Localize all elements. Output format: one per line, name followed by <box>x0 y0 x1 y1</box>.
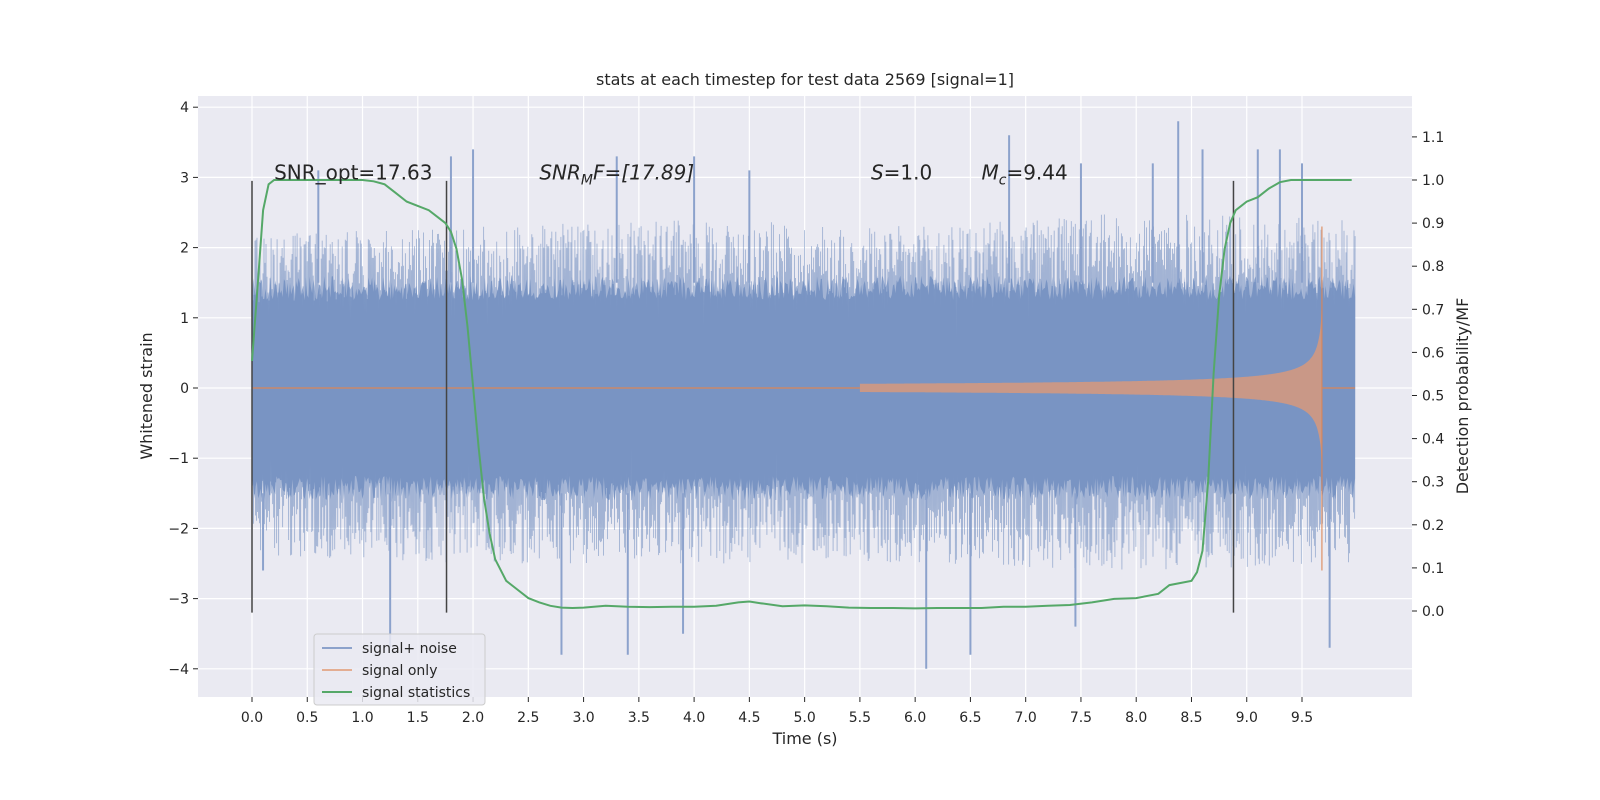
x-tick-label: 1.0 <box>351 710 373 726</box>
x-tick-label: 9.0 <box>1236 710 1258 726</box>
y-tick-label: 0 <box>180 381 189 397</box>
y2-tick-label: 1.0 <box>1422 173 1444 189</box>
x-tick-label: 5.0 <box>793 710 815 726</box>
y2-axis-label: Detection probability/MF <box>1453 298 1472 495</box>
legend-label: signal statistics <box>362 685 470 701</box>
series-signal-statistics <box>251 179 1352 610</box>
ticks: 0.0 0.5 1.0 1.5 2.0 2.5 3.0 3.5 4.0 4.5 5.0 5.5 6.0 6… <box>168 100 1444 726</box>
y2-tick-label: 0.4 <box>1422 432 1444 448</box>
x-axis-label: Time (s) <box>771 729 837 748</box>
y2-tick-label: 0.8 <box>1422 259 1444 275</box>
annotation-mc-value: Mc=9.44 <box>981 160 1067 188</box>
x-tick-label: 2.5 <box>517 710 539 726</box>
annotation-value: =9.44 <box>1006 160 1067 184</box>
legend: signal+ noise signal only signal statistic… <box>313 633 486 706</box>
x-tick-label: 5.5 <box>849 710 871 726</box>
y2-tick-label: 0.7 <box>1422 302 1444 318</box>
x-tick-label: 4.5 <box>738 710 760 726</box>
y-tick-label: −1 <box>168 451 189 467</box>
annotation-s-value: S=1.0 <box>871 160 932 184</box>
x-tick-label: 3.0 <box>572 710 594 726</box>
y-tick-label: 1 <box>180 311 189 327</box>
x-tick-label: 8.0 <box>1125 710 1147 726</box>
annotation-main: SNR <box>539 160 581 184</box>
y-tick-label: −3 <box>168 592 189 608</box>
x-tick-label: 9.5 <box>1291 710 1313 726</box>
y2-tick-label: 0.5 <box>1422 389 1444 405</box>
x-tick-label: 2.0 <box>462 710 484 726</box>
axes-labels: stats at each timestep for test data 256… <box>137 70 1472 748</box>
signal-only-envelope <box>859 308 1322 464</box>
y2-tick-label: 1.1 <box>1422 130 1444 146</box>
plot-area <box>251 121 1356 669</box>
y2-tick-label: 0.0 <box>1422 604 1444 620</box>
chart-title: stats at each timestep for test data 256… <box>596 70 1014 89</box>
annotation-value: F=[17.89] <box>593 160 694 184</box>
y2-tick-label: 0.2 <box>1422 518 1444 534</box>
x-tick-label: 6.5 <box>959 710 981 726</box>
y-tick-label: 2 <box>180 241 189 257</box>
x-tick-label: 8.5 <box>1180 710 1202 726</box>
x-tick-label: 0.5 <box>296 710 318 726</box>
annotation-main: S <box>871 160 884 184</box>
y2-tick-label: 0.9 <box>1422 216 1444 232</box>
x-tick-label: 7.0 <box>1015 710 1037 726</box>
signal-noise-trace <box>251 214 1356 570</box>
y2-tick-label: 0.1 <box>1422 561 1444 577</box>
legend-label: signal only <box>362 663 437 679</box>
annotation-snr-mf: SNRMF=[17.89] <box>539 160 694 188</box>
y2-tick-label: 0.6 <box>1422 345 1444 361</box>
annotations: SNR_opt=17.63 SNRMF=[17.89] S=1.0 Mc=9.44 <box>274 160 1068 188</box>
y2-tick-label: 0.3 <box>1422 475 1444 491</box>
x-tick-label: 6.0 <box>904 710 926 726</box>
y-axis-label: Whitened strain <box>137 332 156 459</box>
x-tick-label: 0.0 <box>241 710 263 726</box>
annotation-snr-opt: SNR_opt=17.63 <box>274 160 432 184</box>
y-tick-label: −2 <box>168 521 189 537</box>
y-tick-label: 3 <box>180 170 189 186</box>
x-tick-label: 4.0 <box>683 710 705 726</box>
legend-box <box>313 633 486 706</box>
vlines <box>251 180 1235 613</box>
x-tick-label: 1.5 <box>407 710 429 726</box>
legend-label: signal+ noise <box>362 641 457 657</box>
y-tick-label: 4 <box>180 100 189 116</box>
annotation-main: M <box>981 160 998 184</box>
annotation-value: =1.0 <box>884 160 933 184</box>
y-tick-label: −4 <box>168 662 189 678</box>
x-tick-label: 3.5 <box>628 710 650 726</box>
annotation-main: SNR_opt=17.63 <box>274 160 432 184</box>
x-tick-label: 7.5 <box>1070 710 1092 726</box>
annotation-subscript: c <box>999 172 1007 188</box>
annotation-subscript: M <box>581 172 593 188</box>
series-signal-only <box>252 226 1356 571</box>
